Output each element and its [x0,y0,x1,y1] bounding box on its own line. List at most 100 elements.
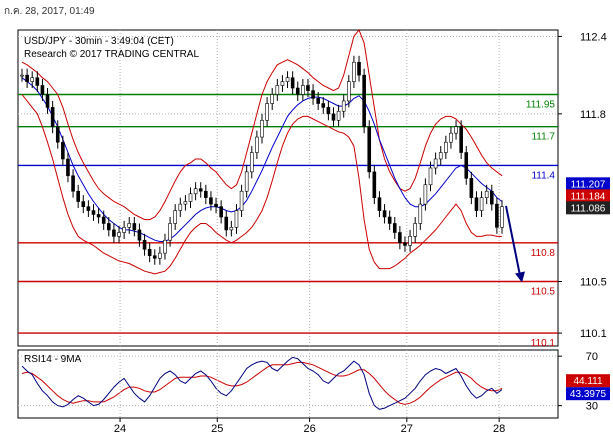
x-tick-label: 24 [114,423,126,435]
candle-body [459,126,463,153]
candle-body [316,98,320,104]
candle-body [117,232,121,237]
x-tick-label: 28 [493,423,505,435]
level-label: 111.4 [531,170,555,181]
candle-body [403,242,407,246]
candle-body [321,103,326,108]
candle-body [132,223,137,231]
x-tick-label: 27 [401,423,413,435]
candle-body [382,210,387,218]
price-tag-label: 111.207 [571,179,606,190]
projection-arrow [505,205,521,276]
candle-body [265,103,269,121]
candle-body [341,100,346,112]
candle-body [81,201,86,208]
price-tick-label: 110.1 [580,328,607,340]
candle-body [428,167,433,186]
candle-body [163,239,167,254]
price-tick-label: 112.4 [580,31,607,43]
candle-body [311,90,315,99]
candle-body [204,190,208,198]
candle-body [61,141,65,160]
candle-body [173,210,177,224]
candle-body [86,206,91,211]
candle-body [76,190,80,202]
candle-body [249,152,254,173]
candle-body [224,216,229,231]
candle-body [326,107,331,115]
price-tag [566,201,610,215]
candle-body [454,126,458,134]
candle-body [188,193,193,202]
candle-body [423,184,428,205]
candle-body [444,141,448,153]
candle-body [398,232,402,244]
candle-body [275,85,280,95]
timestamp: ก.ค. 28, 2017, 01:49 [4,6,95,17]
candle-body [142,239,147,250]
candle-body [152,255,157,259]
rsi-tag [566,374,610,388]
candle-body [137,229,142,241]
candle-body [372,171,377,198]
candle-body [357,61,361,76]
candle-body [71,175,75,192]
candle-body [158,252,162,259]
rsi-title: RSI14 - 9MA [24,354,82,365]
candle-body [495,203,499,228]
projection-arrow-head [515,271,525,283]
candle-body [352,61,356,82]
candle-body [418,203,423,224]
candle-body [50,107,55,128]
rsi-ma-line [21,361,503,405]
candle-body [362,74,366,128]
candle-body [489,190,494,205]
level-label: 110.1 [531,338,556,349]
candle-body [347,81,351,102]
candle-body [91,210,96,215]
candle-body [25,74,29,82]
candle-body [178,203,183,211]
candle-body [469,178,474,198]
candle-body [107,223,111,231]
price-tag-label: 111.184 [571,191,606,202]
candle-body [66,158,70,177]
candle-body [193,188,198,195]
bollinger-lower-line [21,94,502,275]
candle-body [392,223,397,233]
rsi-tick-label: 70 [586,351,598,363]
price-tag-label: 111.086 [571,203,606,214]
chart-title: USD/JPY - 30min - 3:49:04 (CET) [24,36,174,47]
candle-body [438,152,443,160]
level-label: 110.8 [531,248,556,259]
bollinger-upper-line [21,29,503,221]
rsi-tag [566,387,610,401]
rsi-tag-label: 43.3975 [570,389,607,400]
candle-body [433,158,438,169]
rsi-line [21,356,503,410]
candle-body [255,136,259,153]
candle-body [96,214,101,218]
candle-body [147,248,152,257]
candle-body [55,126,60,143]
candle-body [260,119,264,138]
candle-body [214,203,218,208]
candle-body [377,197,382,211]
candle-body [500,206,504,228]
candle-body [101,216,106,224]
candle-body [367,126,372,173]
price-tick-label: 111.8 [580,109,606,121]
candle-body [408,236,412,246]
candle-body [336,110,341,121]
x-tick-label: 26 [303,423,315,435]
candle-body [290,77,295,89]
candle-body [30,77,35,82]
rsi-tag-label: 44.111 [573,376,603,387]
candle-body [244,171,249,192]
candle-body [479,197,484,211]
candle-body [122,227,126,233]
candle-body [45,94,50,108]
candle-body [331,113,336,121]
candle-body [280,81,285,86]
candle-body [183,201,188,205]
